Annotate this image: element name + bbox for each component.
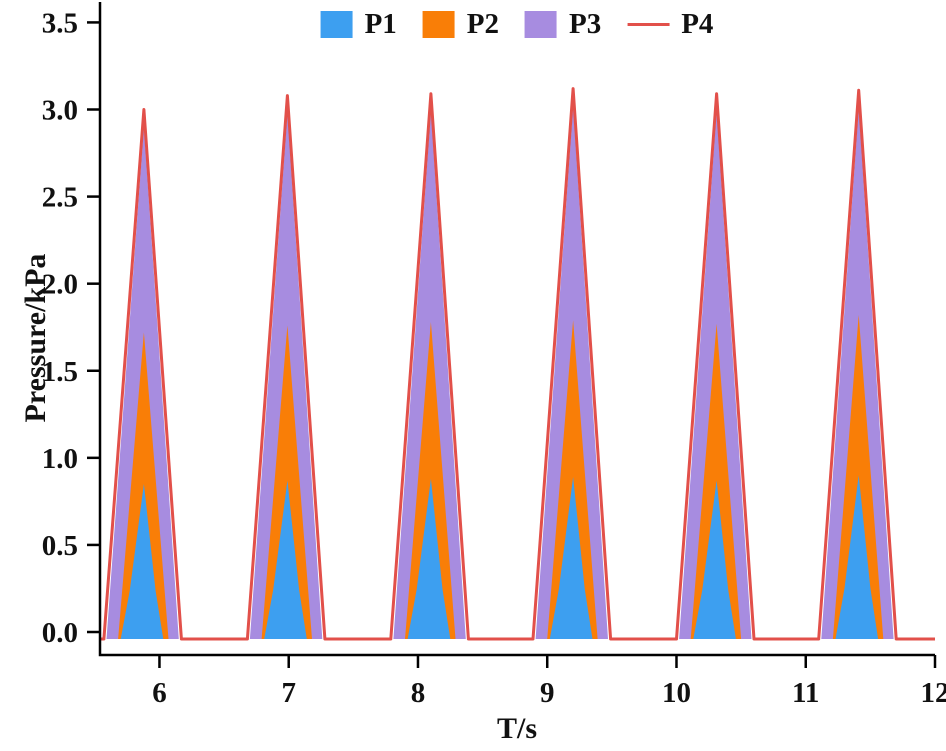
x-tick-label: 9 <box>540 677 555 709</box>
legend-label-p1: P1 <box>364 8 397 40</box>
legend-line-swatch-p4 <box>627 23 670 26</box>
legend-swatch-p1 <box>320 11 353 38</box>
legend-item-p2: P2 <box>422 8 499 41</box>
x-tick-label: 7 <box>281 677 296 709</box>
y-tick-label: 2.5 <box>42 182 78 214</box>
y-tick-label: 2.0 <box>42 269 78 301</box>
legend-item-p4: P4 <box>627 8 713 41</box>
axis-spines <box>98 2 935 657</box>
legend-item-p1: P1 <box>320 8 397 41</box>
x-tick-label: 10 <box>662 677 691 709</box>
legend-label-p2: P2 <box>466 8 499 40</box>
x-axis-label: T/s <box>496 712 538 745</box>
y-tick-label: 1.5 <box>42 356 78 388</box>
legend-label-p4: P4 <box>681 8 714 40</box>
legend-item-p3: P3 <box>525 8 601 41</box>
y-tick-label: 3.5 <box>42 7 78 39</box>
y-tick-label: 0.0 <box>42 617 78 649</box>
y-tick-label: 1.0 <box>42 443 78 475</box>
x-tick-label: 8 <box>411 677 426 709</box>
y-tick-label: 3.0 <box>42 95 78 127</box>
chart-legend: P1 P2 P3 P4 <box>320 8 713 41</box>
y-axis-label: Pressure/kPa <box>19 253 52 423</box>
series-p3-area <box>100 106 935 639</box>
y-tick-label: 0.5 <box>42 530 78 562</box>
series-p2-area <box>100 315 935 639</box>
legend-swatch-p3 <box>525 11 557 38</box>
legend-swatch-p2 <box>422 11 455 38</box>
legend-label-p3: P3 <box>569 8 602 40</box>
x-tick-label: 12 <box>921 677 946 709</box>
series-p1-area <box>100 475 935 639</box>
x-tick-label: 6 <box>152 677 167 709</box>
series-p4-line <box>100 87 935 641</box>
x-tick-label: 11 <box>792 677 819 709</box>
